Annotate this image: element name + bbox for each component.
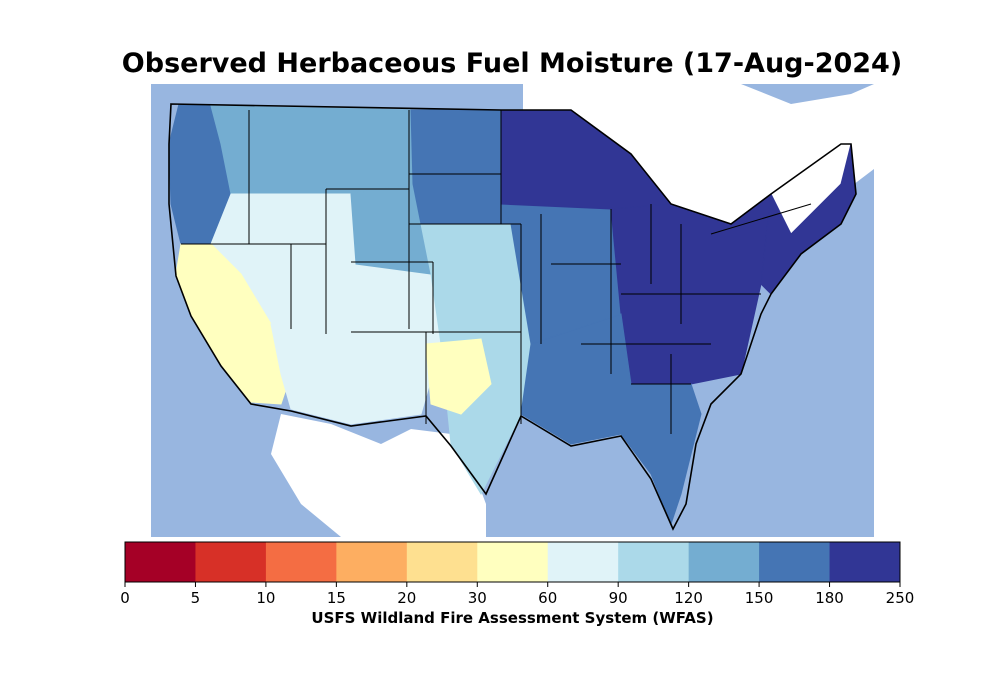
colorbar-swatch — [125, 542, 196, 582]
colorbar-tick-label: 90 — [608, 589, 628, 607]
colorbar-swatch — [829, 542, 901, 582]
colorbar-swatch — [477, 542, 549, 582]
colorbar — [124, 541, 901, 587]
colorbar-swatch — [265, 542, 337, 582]
colorbar-swatch — [688, 542, 760, 582]
colorbar-label: USFS Wildland Fire Assessment System (WF… — [311, 609, 714, 627]
colorbar-tick-label: 0 — [120, 589, 130, 607]
colorbar-tick-label: 20 — [397, 589, 417, 607]
colorbar-tick-label: 120 — [674, 589, 703, 607]
colorbar-tick-label: 150 — [744, 589, 774, 607]
colorbar-swatch — [547, 542, 619, 582]
mexico-land — [271, 414, 486, 537]
colorbar-tick-label: 30 — [467, 589, 487, 607]
conus-outline — [168, 103, 857, 531]
colorbar-tick-label: 250 — [885, 589, 915, 607]
region-northern-plains — [410, 109, 512, 225]
colorbar-tick-label: 5 — [190, 589, 201, 607]
region-gulf-coast — [520, 313, 702, 526]
colorbar-swatch — [759, 542, 831, 582]
map-panel — [151, 84, 874, 537]
colorbar-swatch — [618, 542, 690, 582]
colorbar-swatches — [124, 541, 901, 587]
state-borders — [181, 110, 812, 434]
fuel-moisture-map — [151, 84, 874, 537]
colorbar-frame — [124, 541, 901, 583]
colorbar-tick-label: 10 — [256, 589, 276, 607]
colorbar-tick-label: 60 — [538, 589, 558, 607]
region-west-texas — [425, 338, 492, 415]
colorbar-swatch — [406, 542, 478, 582]
colorbar-tick-label: 180 — [815, 589, 844, 607]
colorbar-swatch — [195, 542, 267, 582]
colorbar-tick-label: 15 — [326, 589, 346, 607]
map-title: Observed Herbaceous Fuel Moisture (17-Au… — [121, 48, 903, 79]
canada-land — [523, 84, 874, 244]
colorbar-swatch — [336, 542, 408, 582]
